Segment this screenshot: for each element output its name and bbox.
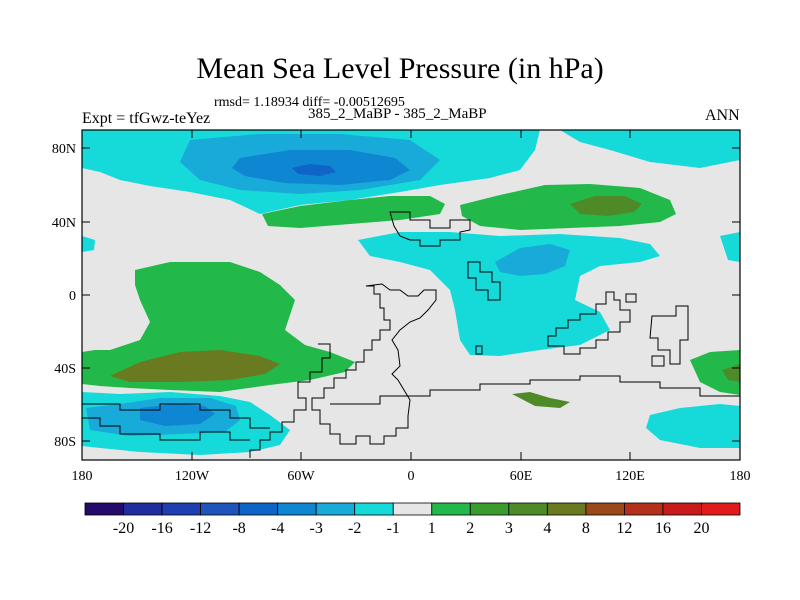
- x-tick-label: 180: [730, 469, 751, 484]
- colorbar-level-label: 1: [428, 520, 436, 537]
- colorbar-swatch: [431, 502, 471, 516]
- x-tick-label: 0: [408, 469, 415, 484]
- colorbar-level-label: 2: [466, 520, 474, 537]
- colorbar-swatch: [315, 502, 356, 516]
- colorbar-level-label: 12: [616, 520, 632, 537]
- colorbar-level-label: -4: [271, 520, 284, 537]
- colorbar-swatch: [508, 502, 548, 516]
- experiment-label: Expt = tfGwz-teYez: [82, 110, 211, 127]
- map-panel: [82, 130, 740, 460]
- colorbar-swatch: [354, 502, 394, 516]
- colorbar-level-label: -20: [113, 520, 134, 537]
- tropical-low-region: [358, 232, 660, 356]
- y-tick-label: 40S: [54, 362, 76, 377]
- australia-coastline: [547, 291, 631, 355]
- x-tick-label: 120W: [175, 469, 210, 484]
- colorbar-swatch: [200, 502, 240, 516]
- east-sh-high-region: [690, 350, 740, 395]
- colorbar-swatch: [84, 502, 124, 516]
- pacific-rim-coastline: [649, 305, 689, 365]
- nh-midlat-high-region: [262, 196, 445, 228]
- colorbar-swatch: [277, 502, 317, 516]
- colorbar-level-label: -2: [348, 520, 361, 537]
- colorbar-level-label: 20: [693, 520, 709, 537]
- y-tick-label: 0: [69, 289, 76, 304]
- colorbar-level-label: -8: [232, 520, 245, 537]
- antarctica-coastline: [82, 403, 270, 429]
- colorbar-swatch: [701, 502, 741, 516]
- colorbar-swatch: [585, 502, 625, 516]
- west-edge-cyan-region: [82, 236, 95, 252]
- experiment-pair-label: 385_2_MaBP - 385_2_MaBP: [308, 106, 487, 122]
- x-tick-label: 180: [72, 469, 93, 484]
- colorbar: [84, 502, 741, 516]
- colorbar-swatch: [546, 502, 587, 516]
- x-tick-label: 60W: [287, 469, 315, 484]
- coastlines: [82, 211, 740, 458]
- y-tick-label: 80N: [52, 142, 76, 157]
- colorbar-swatch: [392, 502, 433, 516]
- antarctica-coastline-west: [82, 417, 250, 441]
- arctic-low-core-region: [292, 164, 336, 176]
- x-tick-label: 60E: [510, 469, 533, 484]
- madagascar-coastline: [475, 345, 483, 355]
- indonesia-coastline: [625, 293, 637, 303]
- stats-line: rmsd= 1.18934 diff= -0.00512695: [214, 95, 405, 110]
- colorbar-swatch: [238, 502, 279, 516]
- north-arm-coastline: [651, 355, 665, 367]
- colorbar-level-label: 3: [505, 520, 513, 537]
- colorbar-swatch: [624, 502, 664, 516]
- colorbar-level-label: -16: [151, 520, 172, 537]
- x-axis-labels: 180 120W 60W 0 60E 120E 180: [72, 469, 751, 484]
- colorbar-swatch: [161, 502, 201, 516]
- asian-high-core-region: [570, 196, 642, 216]
- colorbar-level-label: -3: [310, 520, 323, 537]
- south-atlantic-high-region: [512, 392, 570, 408]
- chart-title: Mean Sea Level Pressure (in hPa): [196, 52, 604, 85]
- colorbar-labels: -20 -16 -12 -8 -4 -3 -2 -1 1 2 3 4 8 12 16 20: [113, 520, 710, 537]
- colorbar-level-label: 8: [582, 520, 590, 537]
- y-tick-label: 40N: [52, 216, 76, 231]
- eurasia-coastline: [389, 211, 471, 247]
- east-southern-ocean-low-region: [646, 404, 740, 448]
- axis-ticks: [81, 130, 741, 460]
- south-pacific-high-core-region: [110, 350, 280, 382]
- colorbar-level-label: 16: [655, 520, 671, 537]
- arctic-east-cyan-region: [560, 130, 740, 168]
- y-axis-labels: 80N 40N 0 40S 80S: [52, 142, 76, 450]
- africa-coastline: [311, 283, 437, 445]
- tropical-low-core-region: [495, 244, 570, 276]
- colorbar-level-label: 4: [543, 520, 551, 537]
- colorbar-swatch: [469, 502, 510, 516]
- arabia-coastline: [467, 261, 501, 301]
- east-edge-cyan-region: [720, 232, 740, 262]
- x-tick-label: 120E: [615, 469, 645, 484]
- antarctica-coastline-east: [330, 375, 740, 405]
- y-tick-label: 80S: [54, 435, 76, 450]
- colorbar-swatch: [123, 502, 163, 516]
- colorbar-level-label: -1: [387, 520, 400, 537]
- colorbar-swatch: [662, 502, 702, 516]
- south-america-coastline: [249, 343, 331, 458]
- colorbar-level-label: -12: [190, 520, 211, 537]
- asian-high-region: [460, 184, 676, 230]
- season-label: ANN: [705, 107, 740, 124]
